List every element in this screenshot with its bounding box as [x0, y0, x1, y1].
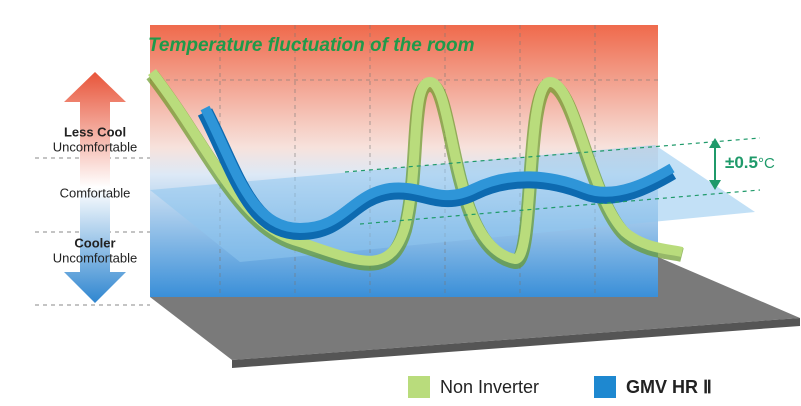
zone-sublabel: Uncomfortable: [53, 139, 138, 154]
zone-label: Cooler: [74, 235, 115, 250]
legend-swatch: [594, 376, 616, 398]
zone-label: Comfortable: [60, 185, 131, 200]
legend-label: Non Inverter: [440, 377, 539, 397]
legend-swatch: [408, 376, 430, 398]
title: Temperature fluctuation of the room: [148, 35, 475, 56]
tolerance-arrow: [709, 138, 721, 190]
tolerance-label: ±0.5°C: [725, 153, 775, 172]
zone-label: Less Cool: [64, 124, 126, 139]
legend-label: GMV HR Ⅱ: [626, 377, 712, 397]
zone-sublabel: Uncomfortable: [53, 250, 138, 265]
diagram: ±0.5°C Temperature fluctuation of the ro…: [0, 0, 801, 406]
